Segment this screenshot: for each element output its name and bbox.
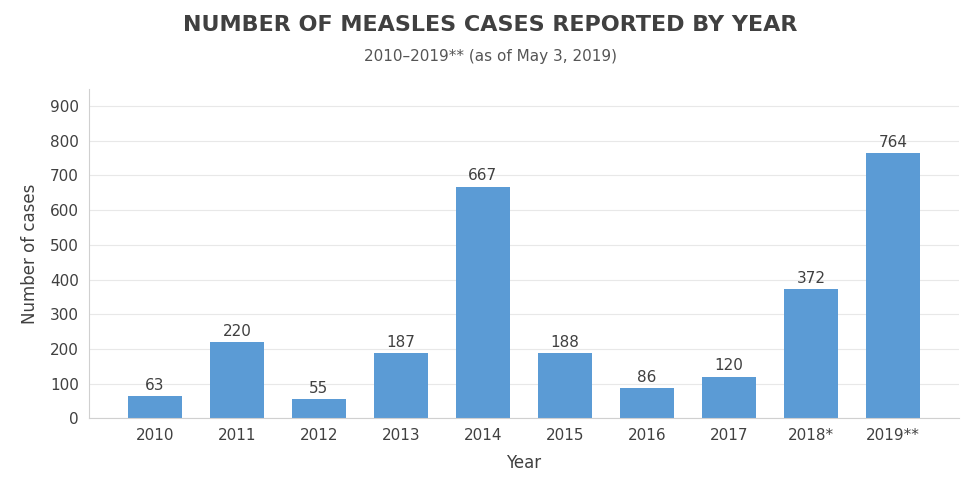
Y-axis label: Number of cases: Number of cases [21,183,39,324]
Bar [538,353,592,419]
Text: NUMBER OF MEASLES CASES REPORTED BY YEAR: NUMBER OF MEASLES CASES REPORTED BY YEAR [183,15,797,35]
Bar [866,153,919,419]
Text: 220: 220 [222,323,251,339]
Text: 187: 187 [386,335,416,350]
Bar [292,399,346,419]
Bar [128,396,181,419]
Text: 86: 86 [637,370,657,385]
Text: 2010–2019** (as of May 3, 2019): 2010–2019** (as of May 3, 2019) [364,49,616,64]
Bar [457,187,510,419]
Text: 63: 63 [145,378,165,393]
Text: 764: 764 [878,135,907,150]
X-axis label: Year: Year [507,454,542,472]
Bar [703,377,756,419]
Bar [374,353,427,419]
Text: 188: 188 [551,335,579,350]
Bar [620,388,673,419]
Text: 55: 55 [310,381,328,396]
Text: 120: 120 [714,358,744,373]
Bar [211,342,264,419]
Bar [784,289,838,419]
Text: 372: 372 [797,271,825,286]
Text: 667: 667 [468,169,498,183]
